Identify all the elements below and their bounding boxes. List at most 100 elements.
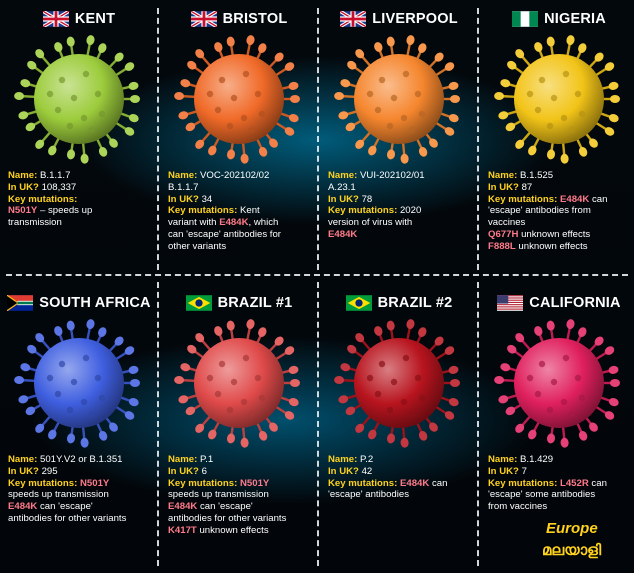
mutation-code: N501Y	[239, 477, 270, 489]
info-line: In UK? 7	[488, 466, 634, 478]
uk-flag-icon	[189, 9, 218, 29]
info-line: from vaccines	[488, 501, 634, 513]
info-text: P.2	[360, 454, 374, 465]
info-text: 78	[361, 193, 373, 205]
info-line: Key mutations: N501Y	[8, 478, 158, 490]
info-text: 42	[361, 465, 373, 477]
info-label: Key mutations:	[168, 205, 240, 217]
card-header: BRAZIL #1	[160, 294, 318, 314]
info-label: Name:	[168, 454, 200, 465]
info-line: Key mutations: Kent	[168, 205, 318, 217]
info-label: Key mutations:	[328, 205, 400, 217]
info-text: other variants	[168, 240, 227, 252]
mutation-code: L452R	[559, 477, 589, 489]
virus-illustration	[494, 318, 624, 448]
info-label: In UK?	[328, 193, 362, 205]
info-text: vaccines	[488, 217, 526, 229]
variant-info: Name: P.1 In UK? 6 Key mutations: N501Y spe…	[168, 454, 318, 537]
info-line: Key mutations: L452R can	[488, 478, 634, 490]
card-title: CALIFORNIA	[529, 294, 621, 311]
info-line: Key mutations: 2020	[328, 205, 478, 217]
mutation-code: E484K	[8, 501, 38, 513]
info-label: Key mutations:	[488, 477, 560, 489]
info-text: 7	[521, 465, 527, 477]
info-text: 295	[41, 465, 58, 477]
mutation-code: E484K	[559, 193, 590, 205]
info-line: In UK? 87	[488, 182, 634, 194]
divider-vertical	[317, 8, 319, 270]
info-line: In UK? 78	[328, 194, 478, 206]
info-text: B.1.1.7	[40, 170, 71, 181]
info-label: In UK?	[8, 181, 42, 193]
info-line: Name: B.1.525	[488, 170, 634, 182]
divider-vertical	[477, 8, 479, 270]
info-line: In UK? 42	[328, 466, 478, 478]
info-label: In UK?	[488, 181, 522, 193]
info-text: 'escape' some antibodies	[488, 489, 596, 501]
info-label: Name:	[168, 170, 200, 181]
info-label: In UK?	[328, 465, 362, 477]
info-text: variant with	[168, 217, 220, 229]
variant-card-liverpool: LIVERPOOL Name: VUI-202102/01 A.23.1 In UK?…	[320, 0, 478, 286]
info-text: speeds up transmission	[168, 489, 269, 501]
info-label: Name:	[488, 170, 520, 181]
mutation-code: F888L	[488, 240, 516, 252]
variant-card-bristol: BRISTOL Name: VOC-202102/02 B.1.1.7 In UK? …	[160, 0, 318, 286]
variant-card-brazil-2: BRAZIL #2 Name: P.2 In UK? 42 Key mutations…	[320, 284, 478, 570]
info-text: 'escape' antibodies from	[488, 205, 591, 217]
info-line: K417T unknown effects	[168, 525, 318, 537]
divider-vertical	[157, 282, 159, 566]
info-label: Name:	[328, 170, 360, 181]
info-line: N501Y – speeds up	[8, 205, 158, 217]
info-text: can 'escape' antibodies for	[168, 228, 281, 240]
br-flag-icon	[185, 294, 212, 311]
info-label: In UK?	[488, 465, 522, 477]
info-text: can	[589, 193, 608, 205]
info-text: 34	[201, 193, 213, 205]
info-text: – speeds up	[37, 205, 93, 217]
info-line: E484K	[328, 229, 478, 241]
card-header: SOUTH AFRICA	[0, 294, 158, 314]
virus-illustration	[334, 34, 464, 164]
card-header: NIGERIA	[480, 10, 634, 30]
variant-card-nigeria: NIGERIA Name: B.1.525 In UK? 87 Key mutatio…	[480, 0, 634, 286]
info-text: 108,337	[41, 181, 77, 193]
variant-info: Name: B.1.525 In UK? 87 Key mutations: E48…	[488, 170, 634, 253]
virus-illustration	[14, 318, 144, 448]
za-flag-icon	[6, 294, 34, 312]
mutation-code: E484K	[168, 501, 198, 513]
info-text: 6	[201, 465, 207, 477]
info-line: B.1.1.7	[168, 182, 318, 194]
logo-line2: മലയാളി	[542, 542, 602, 559]
info-text: B.1.525	[520, 170, 554, 181]
info-text: VOC-202102/02	[200, 170, 270, 181]
info-line: F888L unknown effects	[488, 241, 634, 253]
info-text: can	[588, 477, 607, 489]
info-label: Name:	[8, 170, 40, 181]
mutation-code: E484K	[219, 217, 249, 229]
info-line: Q677H unknown effects	[488, 229, 634, 241]
card-title: SOUTH AFRICA	[39, 294, 151, 311]
mutation-code: E484K	[328, 228, 358, 240]
info-line: Name: B.1.429	[488, 454, 634, 466]
info-line: variant with E484K, which	[168, 217, 318, 229]
info-text: B.1.1.7	[168, 181, 199, 193]
br-flag-icon	[345, 294, 372, 311]
info-text: VUI-202102/01	[360, 170, 425, 181]
info-label: Name:	[8, 454, 40, 465]
variant-card-kent: KENT Name: B.1.1.7 In UK? 108,337 Key mutat…	[0, 0, 158, 286]
card-header: CALIFORNIA	[480, 294, 634, 314]
info-line: In UK? 108,337	[8, 182, 158, 194]
card-header: BRAZIL #2	[320, 294, 478, 314]
card-title: BRAZIL #1	[217, 294, 293, 311]
card-title: BRAZIL #2	[377, 294, 453, 311]
info-text: 2020	[399, 205, 422, 217]
info-line: Key mutations: N501Y	[168, 478, 318, 490]
info-text: unknown effects	[515, 240, 588, 252]
info-line: antibodies for other variants	[168, 513, 318, 525]
info-label: Key mutations:	[8, 477, 80, 489]
info-line: In UK? 34	[168, 194, 318, 206]
mutation-code: N501Y	[79, 477, 110, 489]
us-flag-icon	[497, 294, 524, 311]
info-line: Key mutations:	[8, 194, 158, 206]
